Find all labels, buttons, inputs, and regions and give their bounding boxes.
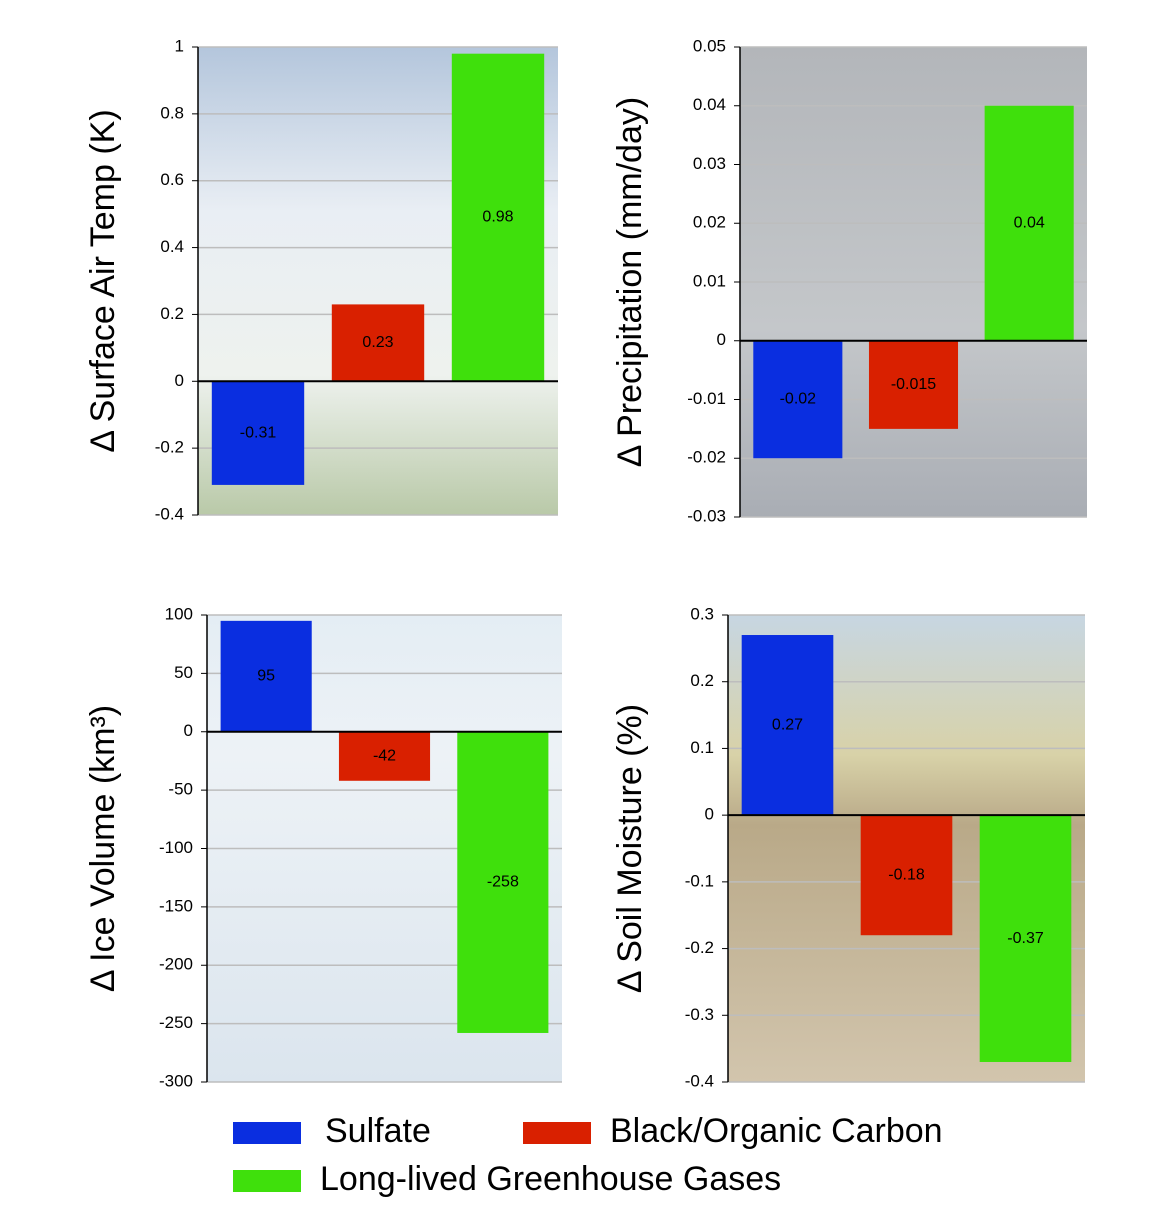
bar xyxy=(868,340,959,429)
y-axis-label: Δ Soil Moisture (%) xyxy=(611,704,649,993)
bar xyxy=(753,340,843,459)
y-tick-label: -0.01 xyxy=(687,389,726,408)
value-label: -0.31 xyxy=(240,424,277,441)
y-tick-label: -0.02 xyxy=(687,448,726,467)
y-tick-label: 0 xyxy=(717,330,726,349)
value-label: -0.37 xyxy=(1007,930,1044,947)
y-tick-label: 1 xyxy=(175,36,184,55)
y-axis-label: Δ Precipitation (mm/day) xyxy=(611,97,649,467)
legend-swatch xyxy=(523,1122,591,1144)
y-tick-label: 0 xyxy=(184,721,193,740)
legend-label: Black/Organic Carbon xyxy=(610,1112,943,1150)
y-tick-label: -0.4 xyxy=(685,1071,714,1090)
y-axis-label: Δ Ice Volume (km³) xyxy=(84,705,122,992)
value-label: -258 xyxy=(487,874,519,891)
y-tick-label: 100 xyxy=(165,604,193,623)
y-tick-label: 50 xyxy=(174,663,193,682)
y-tick-label: 0.2 xyxy=(160,304,184,323)
y-tick-label: -50 xyxy=(168,780,193,799)
y-tick-label: -0.2 xyxy=(155,438,184,457)
y-tick-label: -0.4 xyxy=(155,504,184,523)
bar xyxy=(338,731,431,781)
y-tick-label: 0.03 xyxy=(693,154,726,173)
y-tick-label: -0.2 xyxy=(685,938,714,957)
y-tick-label: -150 xyxy=(159,896,193,915)
y-axis-label: Δ Surface Air Temp (K) xyxy=(84,109,122,452)
value-label: -0.18 xyxy=(888,866,925,883)
y-tick-label: 0.01 xyxy=(693,271,726,290)
bar xyxy=(984,105,1074,341)
value-label: 0.98 xyxy=(482,209,513,226)
y-tick-label: 0.04 xyxy=(693,95,726,114)
y-tick-label: 0 xyxy=(175,371,184,390)
value-label: -42 xyxy=(373,747,396,764)
value-label: 0.04 xyxy=(1014,214,1045,231)
bar xyxy=(860,815,953,936)
y-tick-label: 0 xyxy=(705,805,714,824)
legend-label: Long-lived Greenhouse Gases xyxy=(320,1160,781,1198)
bar xyxy=(457,731,549,1033)
y-tick-label: -250 xyxy=(159,1013,193,1032)
y-tick-label: 0.2 xyxy=(690,671,714,690)
y-tick-label: -0.03 xyxy=(687,506,726,525)
legend-swatch xyxy=(233,1122,301,1144)
legend-swatch xyxy=(233,1170,301,1192)
value-label: -0.015 xyxy=(891,376,936,393)
y-tick-label: 0.05 xyxy=(693,36,726,55)
value-label: 0.27 xyxy=(772,716,803,733)
bar xyxy=(220,620,312,732)
y-tick-label: 0.3 xyxy=(690,604,714,623)
legend-label: Sulfate xyxy=(325,1112,431,1150)
y-tick-label: -300 xyxy=(159,1071,193,1090)
bar xyxy=(979,815,1072,1062)
y-tick-label: -0.1 xyxy=(685,871,714,890)
y-tick-label: 0.1 xyxy=(690,738,714,757)
bar xyxy=(451,53,545,382)
y-tick-label: -0.3 xyxy=(685,1005,714,1024)
value-label: 0.23 xyxy=(362,334,393,351)
y-tick-label: 0.8 xyxy=(160,103,184,122)
y-tick-label: 0.4 xyxy=(160,237,184,256)
bar xyxy=(211,381,305,485)
value-label: -0.02 xyxy=(780,391,817,408)
bar xyxy=(331,304,425,382)
y-tick-label: -200 xyxy=(159,955,193,974)
y-tick-label: 0.02 xyxy=(693,213,726,232)
value-label: 95 xyxy=(257,668,275,685)
y-tick-label: -100 xyxy=(159,838,193,857)
y-tick-label: 0.6 xyxy=(160,170,184,189)
bar xyxy=(741,635,834,816)
